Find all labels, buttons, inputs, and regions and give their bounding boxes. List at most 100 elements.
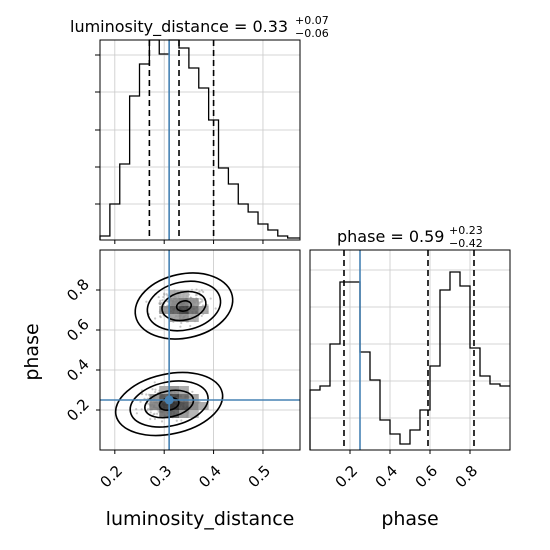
joint-density-cell-11 (159, 394, 170, 402)
joint-density-cell-3 (188, 410, 199, 418)
joint-density-cell-28 (188, 298, 199, 306)
joint-density-cell-26 (169, 298, 180, 306)
joint-density-cell-5 (159, 402, 170, 410)
phase-hist-frame (309, 249, 511, 451)
joint-sample-0-216 (189, 324, 192, 328)
joint-density-cell-10 (149, 394, 160, 402)
joint-density-cell-15 (159, 386, 170, 394)
phase-title-sup: +0.23 (449, 224, 483, 237)
joint-contour-0-1 (146, 280, 222, 332)
phase-xtick-label-0: 0.2 (332, 462, 362, 492)
ld-title-sup: +0.07 (295, 14, 329, 27)
phase-xtick-label-1: 0.4 (372, 462, 402, 492)
phase-histogram-step-line (309, 271, 510, 450)
joint-sample-0-186 (161, 299, 164, 302)
joint-density-cell-4 (149, 402, 160, 410)
joint-sample-0-246 (159, 303, 162, 306)
phase-xtick-label-3: 0.8 (452, 462, 482, 492)
joint-sample-1-98 (160, 420, 164, 423)
ld-title: luminosity_distance = 0.33 (70, 17, 288, 37)
joint-contour-1-0 (114, 371, 224, 437)
phase-ytick-label-0: 0.2 (63, 395, 93, 425)
joint-contour-0-2 (161, 290, 207, 322)
joint-density-cell-7 (179, 402, 189, 410)
joint-sample-1-198 (153, 412, 156, 415)
joint-sample-1-69 (153, 381, 156, 384)
joint-sample-0-225 (199, 297, 202, 300)
luminosity_distance-histogram-step-line (99, 39, 300, 240)
ld-xtick-label-2: 0.4 (195, 462, 225, 492)
x-axis-label-ld: luminosity_distance (106, 508, 295, 530)
joint-sample-0-46 (154, 317, 157, 320)
joint-sample-1-194 (145, 393, 148, 396)
joint-sample-1-39 (154, 388, 157, 391)
joint-sample-0-201 (195, 288, 198, 291)
phase-ytick-label-2: 0.6 (63, 315, 93, 345)
joint-density-cell-22 (169, 306, 180, 314)
joint-density-cell-8 (188, 402, 199, 410)
joint-sample-1-37 (153, 417, 157, 421)
joint-density-cell-0 (159, 410, 170, 418)
joint-contour-0-3 (175, 300, 193, 312)
joint-sample-1-51 (149, 417, 152, 421)
phase-xtick-label-2: 0.6 (412, 462, 442, 492)
joint-sample-1-249 (191, 390, 194, 393)
y-axis-label-phase: phase (21, 323, 43, 380)
phase-ytick-label-1: 0.4 (63, 355, 93, 385)
joint-sample-1-42 (135, 412, 138, 415)
joint-density-cell-9 (198, 402, 209, 410)
joint-truth-marker (164, 395, 174, 405)
joint-sample-0-165 (157, 295, 160, 299)
joint-sample-0-148 (201, 300, 204, 303)
joint-sample-0-142 (190, 288, 194, 291)
joint-density-cell-18 (169, 314, 180, 322)
phase-title: phase = 0.59 (337, 227, 444, 246)
joint-sample-0-41 (163, 293, 166, 296)
joint-density-cell-13 (179, 394, 189, 402)
joint-contour-1-2 (144, 389, 195, 419)
joint-density-cell-30 (179, 290, 189, 298)
joint-sample-0-141 (180, 321, 183, 325)
phase-ytick-label-3: 0.8 (63, 275, 93, 305)
joint-sample-1-150 (140, 408, 143, 411)
joint-density-cell-19 (179, 314, 189, 322)
joint-density-cell-24 (188, 306, 199, 314)
joint-contour-0-0 (134, 272, 234, 340)
joint-sample-0-195 (166, 294, 169, 297)
joint-sample-0-9 (202, 290, 205, 294)
ld-hist-frame (99, 39, 301, 241)
joint-sample-1-257 (180, 419, 183, 422)
joint-density-cell-6 (169, 402, 180, 410)
joint-frame (99, 249, 301, 451)
phase-title-sub: −0.42 (449, 237, 483, 250)
joint-density-cell-27 (179, 298, 189, 306)
joint-sample-1-199 (135, 408, 138, 411)
joint-sample-0-209 (159, 315, 162, 318)
joint-sample-0-134 (198, 290, 201, 293)
ld-title-sub: −0.06 (295, 27, 329, 40)
joint-density-cell-2 (179, 410, 189, 418)
joint-sample-0-138 (179, 325, 182, 328)
joint-sample-0-174 (194, 294, 198, 297)
ld-xtick-label-3: 0.5 (245, 462, 275, 492)
joint-density-cell-21 (159, 306, 170, 314)
joint-sample-1-240 (140, 393, 144, 396)
joint-sample-1-231 (149, 411, 152, 414)
joint-sample-1-90 (156, 412, 159, 415)
joint-sample-1-102 (154, 390, 157, 394)
joint-sample-0-14 (145, 300, 148, 303)
joint-sample-0-110 (214, 307, 217, 310)
joint-sample-0-102 (200, 289, 203, 292)
ld-xtick-label-0: 0.2 (96, 462, 126, 492)
joint-density-cell-1 (169, 410, 180, 418)
joint-sample-1-162 (139, 400, 142, 403)
joint-sample-0-236 (206, 304, 209, 307)
joint-contour-1-1 (129, 380, 209, 428)
joint-sample-1-154 (151, 388, 154, 391)
joint-sample-1-228 (175, 419, 178, 422)
joint-sample-0-175 (162, 295, 165, 299)
joint-sample-0-212 (209, 297, 212, 300)
joint-density-cell-23 (179, 306, 189, 314)
joint-density-cell-17 (179, 386, 189, 394)
